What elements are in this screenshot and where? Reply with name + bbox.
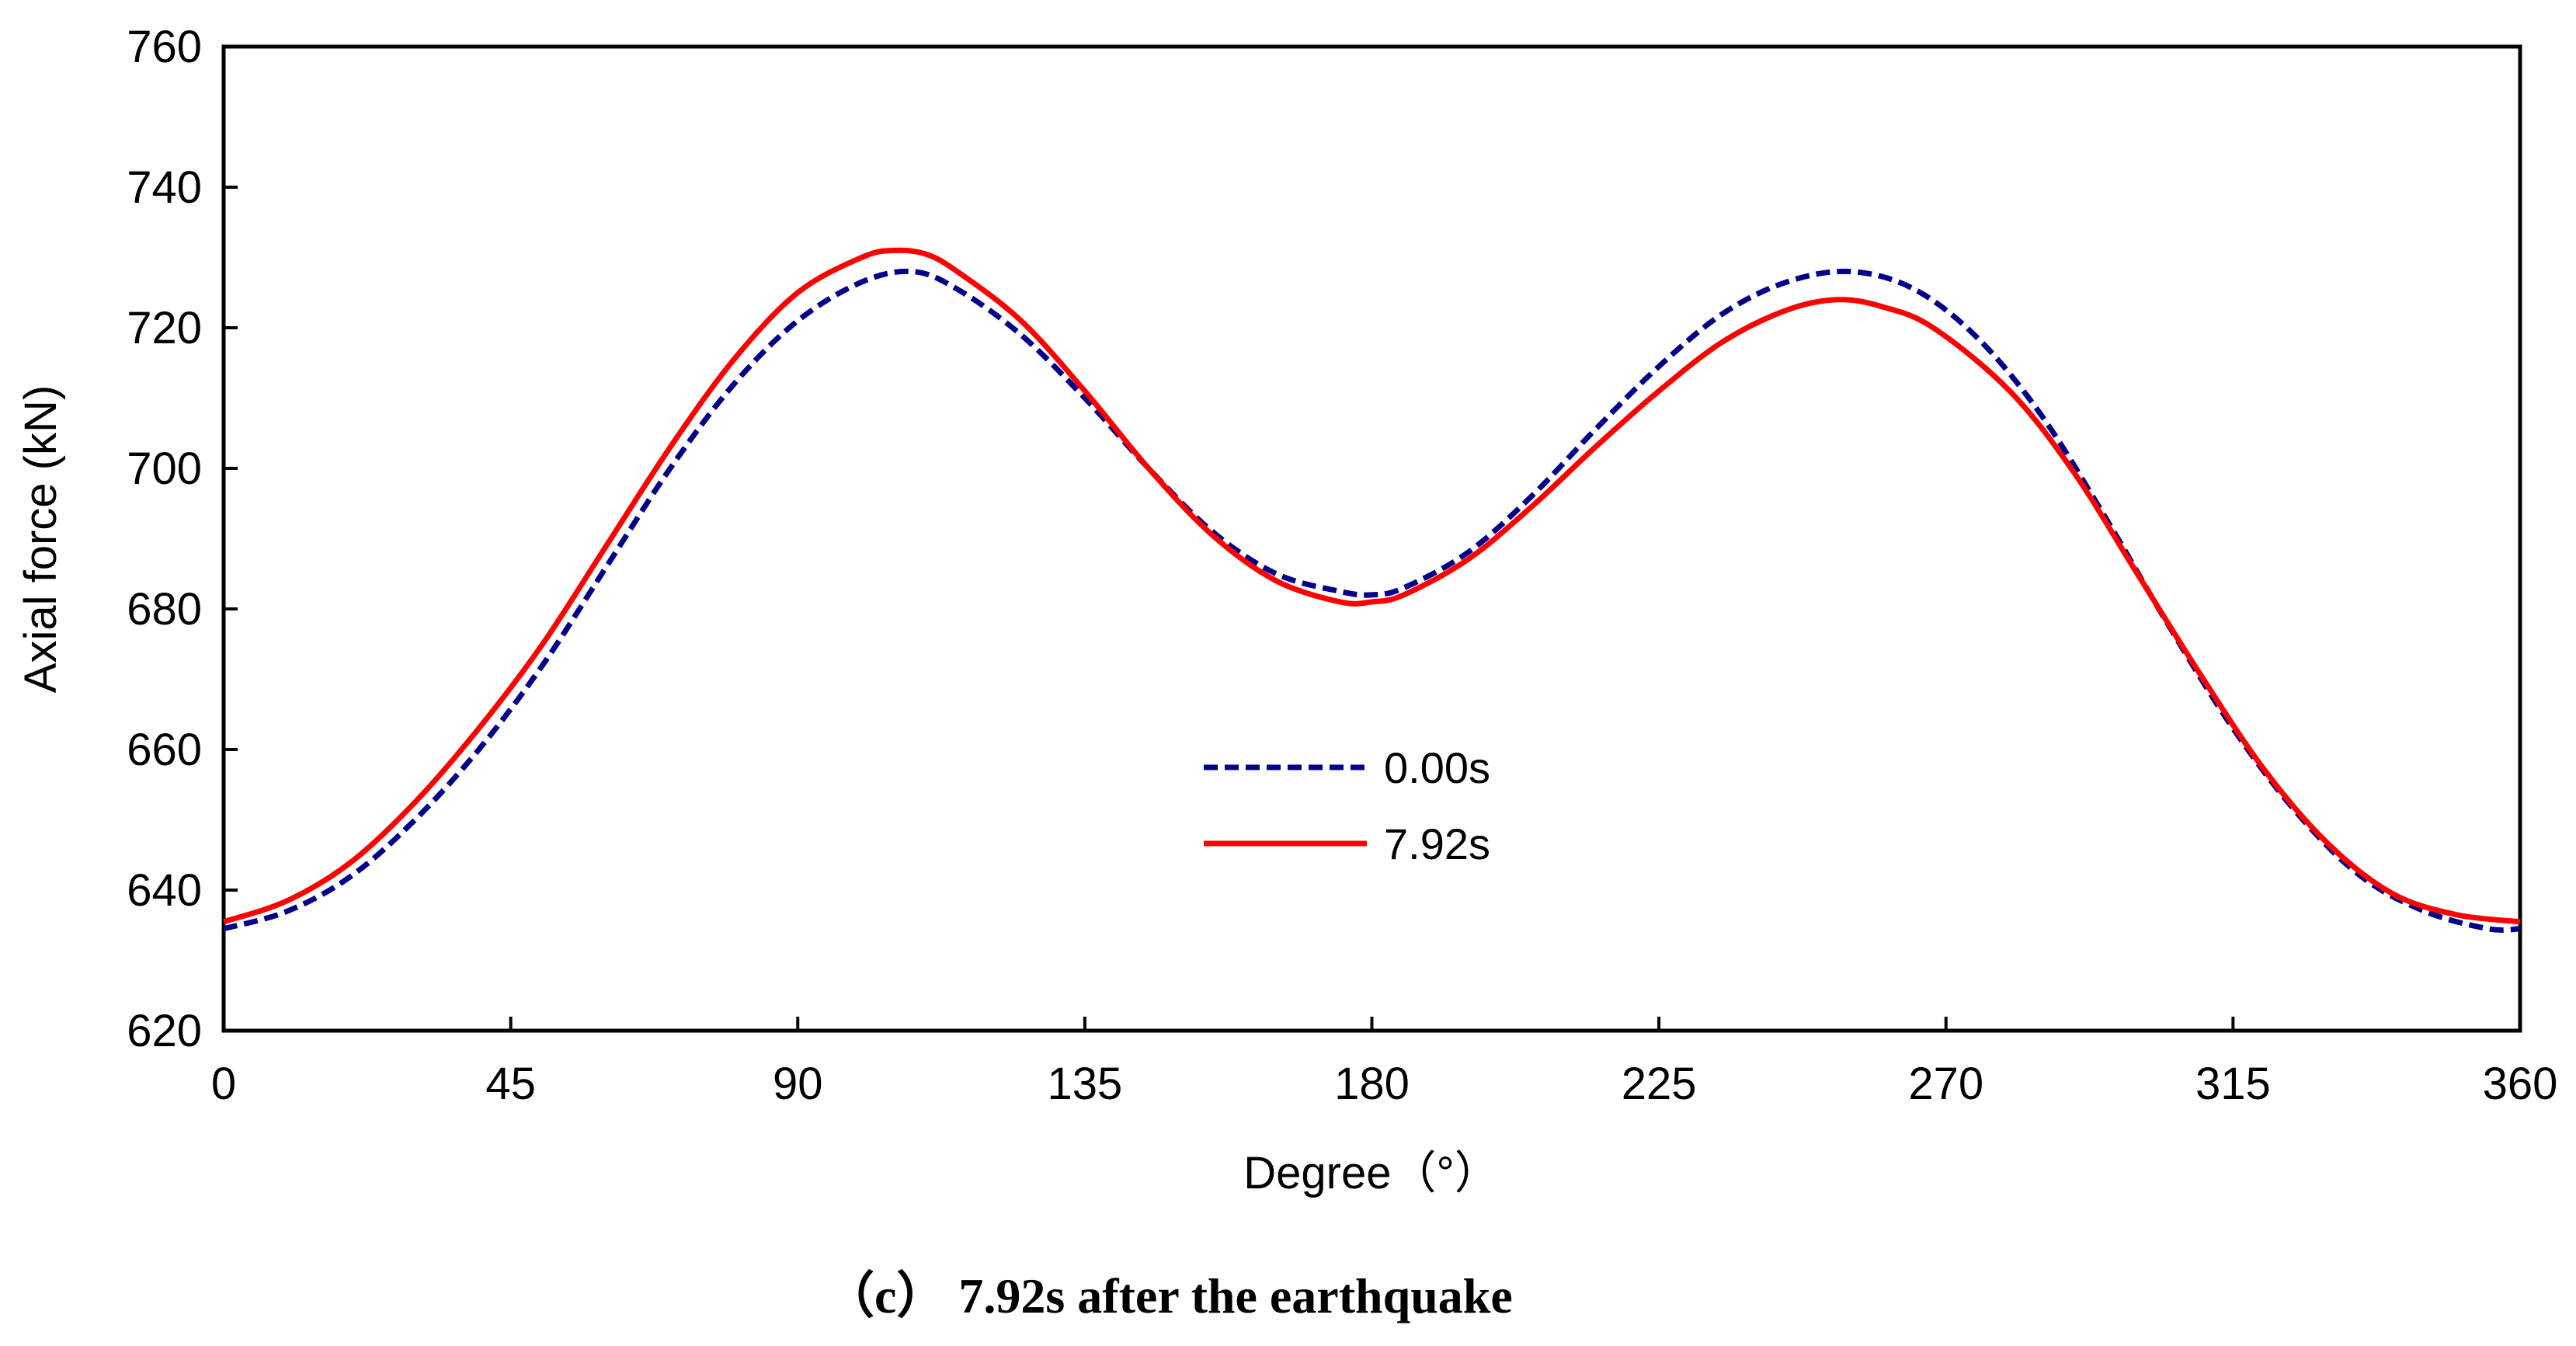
y-axis-ticks: 620 640 660 680 700 720 740 760: [127, 22, 238, 1056]
x-tick-label-0: 0: [211, 1059, 236, 1109]
series-line-7.92s: [222, 247, 2521, 925]
y-tick-label-680: 680: [127, 584, 202, 635]
x-tick-label-225: 225: [1622, 1059, 1697, 1109]
y-tick-label-620: 620: [127, 1006, 202, 1056]
legend-label-0.00s: 0.00s: [1384, 743, 1490, 792]
y-tick-label-720: 720: [127, 303, 202, 353]
y-tick-label-740: 740: [127, 162, 202, 213]
x-tick-label-180: 180: [1334, 1059, 1410, 1109]
x-axis-ticks: 0 45 90 135 180 225 270 315 360: [211, 1017, 2558, 1109]
series-layer: [222, 247, 2521, 933]
y-tick-label-700: 700: [127, 443, 202, 494]
y-tick-label-660: 660: [127, 725, 202, 775]
plot-area-frame: [221, 44, 2522, 1033]
y-tick-label-760: 760: [127, 22, 202, 72]
x-tick-label-360: 360: [2483, 1059, 2558, 1109]
y-axis-title: Axial force (kN): [16, 385, 66, 693]
legend-label-7.92s: 7.92s: [1384, 819, 1490, 868]
legend: 0.00s 7.92s: [1204, 743, 1490, 868]
x-tick-label-315: 315: [2195, 1059, 2271, 1109]
y-tick-label-640: 640: [127, 865, 202, 916]
figure-caption: （c） 7.92s after the earthquake: [825, 1268, 1513, 1323]
x-tick-label-90: 90: [773, 1059, 823, 1109]
x-tick-label-45: 45: [485, 1059, 536, 1109]
x-tick-label-135: 135: [1047, 1059, 1122, 1109]
x-tick-label-270: 270: [1908, 1059, 1983, 1109]
x-axis-title: Degree（°）: [1243, 1148, 1499, 1198]
